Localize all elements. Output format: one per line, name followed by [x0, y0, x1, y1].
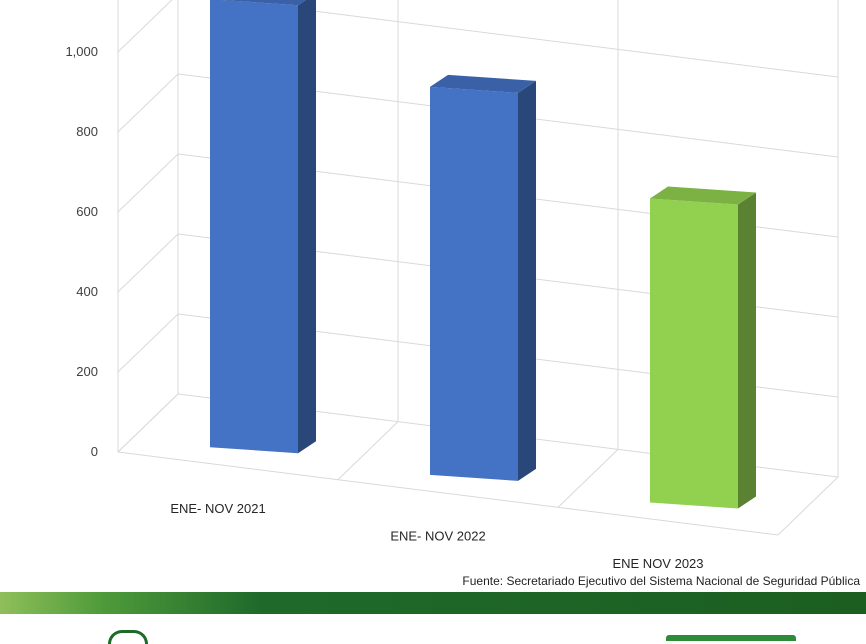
bar-side [298, 0, 316, 454]
y-tick-label: 600 [76, 204, 98, 219]
bar-front [650, 198, 738, 509]
bar-front [430, 86, 518, 481]
y-tick-label: 800 [76, 124, 98, 139]
gridline [117, 393, 179, 453]
category-labels: ENE- NOV 2021 ENE- NOV 2022 ENE NOV 2023 [170, 501, 703, 571]
floor-edge [117, 451, 779, 536]
y-tick-label: 1,000 [65, 44, 98, 59]
bar [650, 186, 756, 509]
bar-side [518, 80, 536, 481]
category-label: ENE NOV 2023 [612, 556, 703, 571]
bars [210, 0, 756, 509]
chart-gridlines [117, 0, 839, 536]
bar-front [210, 0, 298, 454]
source-note: Fuente: Secretariado Ejecutivo del Siste… [462, 574, 860, 588]
y-tick-label: 200 [76, 364, 98, 379]
y-tick-label: 400 [76, 284, 98, 299]
gridline [777, 476, 839, 536]
bar [210, 0, 316, 454]
gridline [337, 421, 399, 481]
bar [430, 74, 536, 481]
logo-badge [666, 635, 796, 641]
institution-seal-icon [108, 630, 148, 644]
footer-green-band [0, 592, 866, 614]
bar-top [650, 186, 756, 205]
bar-side [738, 192, 756, 509]
bar-top [430, 74, 536, 93]
bar-top [221, 0, 306, 6]
category-label: ENE- NOV 2022 [390, 529, 485, 544]
y-axis-ticks: 0 200 400 600 800 1,000 [65, 44, 98, 459]
y-tick-label: 0 [91, 444, 98, 459]
category-label: ENE- NOV 2021 [170, 501, 265, 516]
gridline [557, 448, 619, 508]
